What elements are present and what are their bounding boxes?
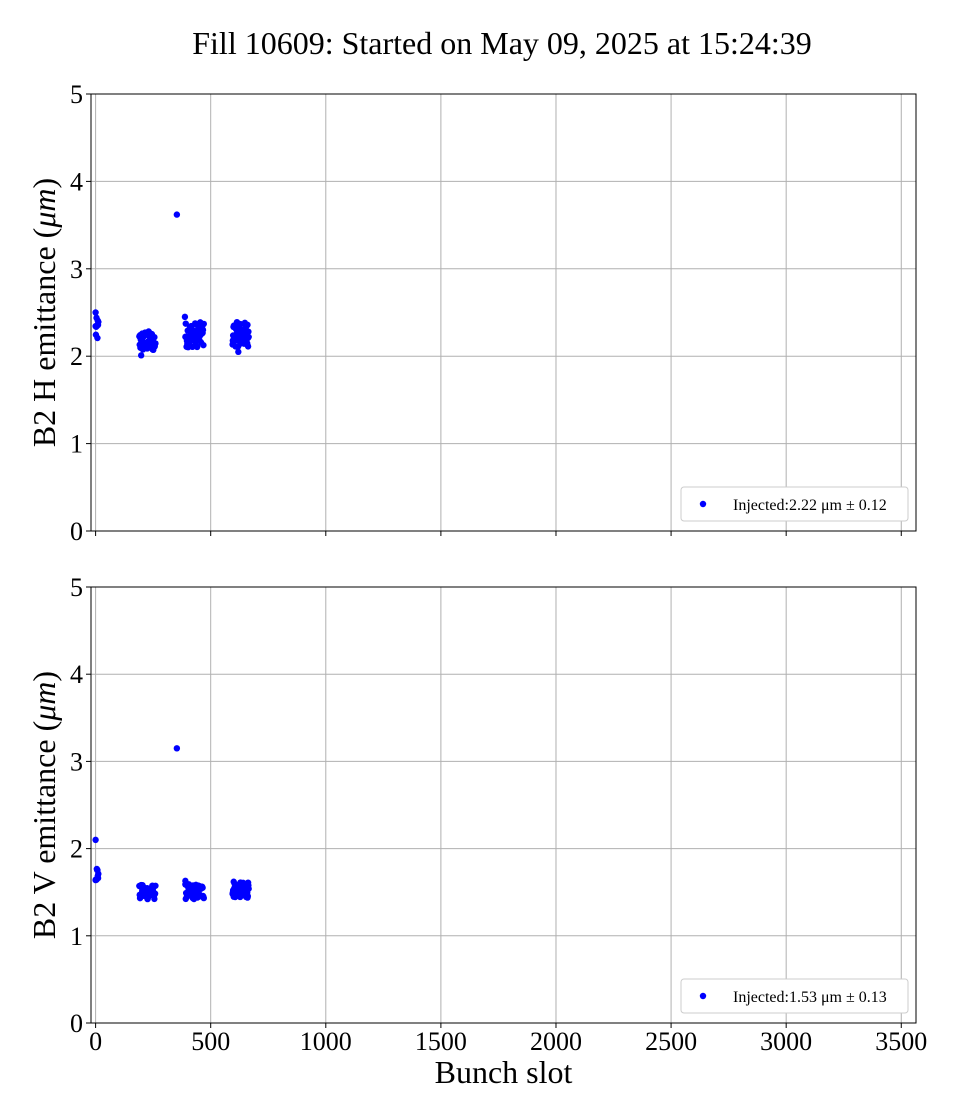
data-point: [182, 320, 189, 327]
data-point: [92, 836, 99, 844]
data-point: [182, 877, 189, 885]
data-point: [151, 333, 158, 341]
y-axis-label-text: B2 V emittance (: [26, 721, 62, 939]
y-tick-label: 3: [70, 255, 83, 284]
legend: Injected:1.53 μm ± 0.13: [680, 978, 909, 1014]
y-axis-label: B2 V emittance (μm): [26, 671, 62, 939]
data-point: [173, 211, 181, 218]
axes-frame: [90, 586, 917, 1024]
data-point: [200, 341, 207, 349]
y-tick-label: 1: [70, 922, 83, 951]
data-point: [92, 309, 99, 316]
data-point: [244, 892, 252, 900]
y-axis-label-unit: μm: [26, 682, 62, 722]
y-tick-label: 1: [70, 430, 83, 459]
panel-2: 0 500 1000 1500 2000 2500 3000 3500 0 1 2 3 4 5 B2 V e…: [26, 573, 927, 1090]
data-point: [199, 326, 207, 334]
data-point: [137, 352, 145, 359]
axes-frame: [90, 93, 917, 532]
legend-marker: [699, 992, 707, 1000]
x-tick-label: 2000: [530, 1027, 582, 1056]
data-point: [199, 884, 206, 891]
data-point: [245, 885, 252, 892]
data-point: [94, 334, 101, 342]
panel-1: 0 1 2 3 4 5 B2 H emittance (μm) Injected:2.22 μ…: [26, 80, 917, 546]
series-points: [92, 211, 252, 359]
x-tick-label: 1000: [300, 1027, 352, 1056]
x-tick-label: 0: [89, 1027, 102, 1056]
y-tick-label: 2: [70, 835, 83, 864]
data-point: [95, 870, 102, 878]
data-point: [245, 333, 252, 341]
x-tick-label: 1500: [415, 1027, 467, 1056]
y-tick-label: 4: [70, 660, 83, 689]
data-point: [244, 321, 251, 329]
data-point: [181, 313, 189, 321]
x-axis-label: Bunch slot: [435, 1054, 573, 1090]
y-axis-label-close: ): [26, 178, 62, 189]
data-point: [189, 343, 196, 351]
x-tick-label: 2500: [645, 1027, 697, 1056]
data-point: [245, 328, 252, 335]
y-tick-label: 0: [70, 517, 83, 546]
y-tick-label: 0: [70, 1009, 83, 1038]
y-tick-label: 5: [70, 80, 83, 109]
data-point: [193, 343, 201, 351]
y-axis-label-close: ): [26, 671, 62, 682]
legend-label: Injected:2.22 μm ± 0.12: [733, 497, 887, 514]
data-point: [151, 895, 158, 903]
y-tick-label: 2: [70, 342, 83, 371]
data-point: [235, 348, 242, 356]
data-point: [95, 318, 102, 326]
data-point: [152, 882, 159, 889]
legend-box: [680, 486, 909, 522]
y-axis-label-unit: μm: [26, 189, 62, 229]
data-point: [244, 343, 252, 350]
legend-marker: [699, 500, 707, 508]
legend: Injected:2.22 μm ± 0.12: [680, 486, 909, 522]
y-axis-label-text: B2 H emittance (: [26, 228, 62, 447]
legend-label: Injected:1.53 μm ± 0.13: [733, 989, 887, 1006]
y-tick-label: 3: [70, 747, 83, 776]
data-point: [152, 340, 159, 347]
figure-title: Fill 10609: Started on May 09, 2025 at 1…: [192, 25, 812, 61]
x-tick-label: 500: [191, 1027, 230, 1056]
data-point: [230, 878, 237, 885]
data-point: [173, 745, 181, 752]
y-tick-label: 5: [70, 573, 83, 602]
legend-box: [680, 978, 909, 1014]
data-point: [151, 890, 159, 897]
y-axis-label: B2 H emittance (μm): [26, 178, 62, 447]
y-tick-label: 4: [70, 167, 83, 196]
x-tick-label: 3000: [760, 1027, 812, 1056]
series-points: [92, 745, 252, 903]
x-tick-label: 3500: [875, 1027, 927, 1056]
data-point: [200, 320, 207, 328]
data-point: [200, 894, 207, 902]
